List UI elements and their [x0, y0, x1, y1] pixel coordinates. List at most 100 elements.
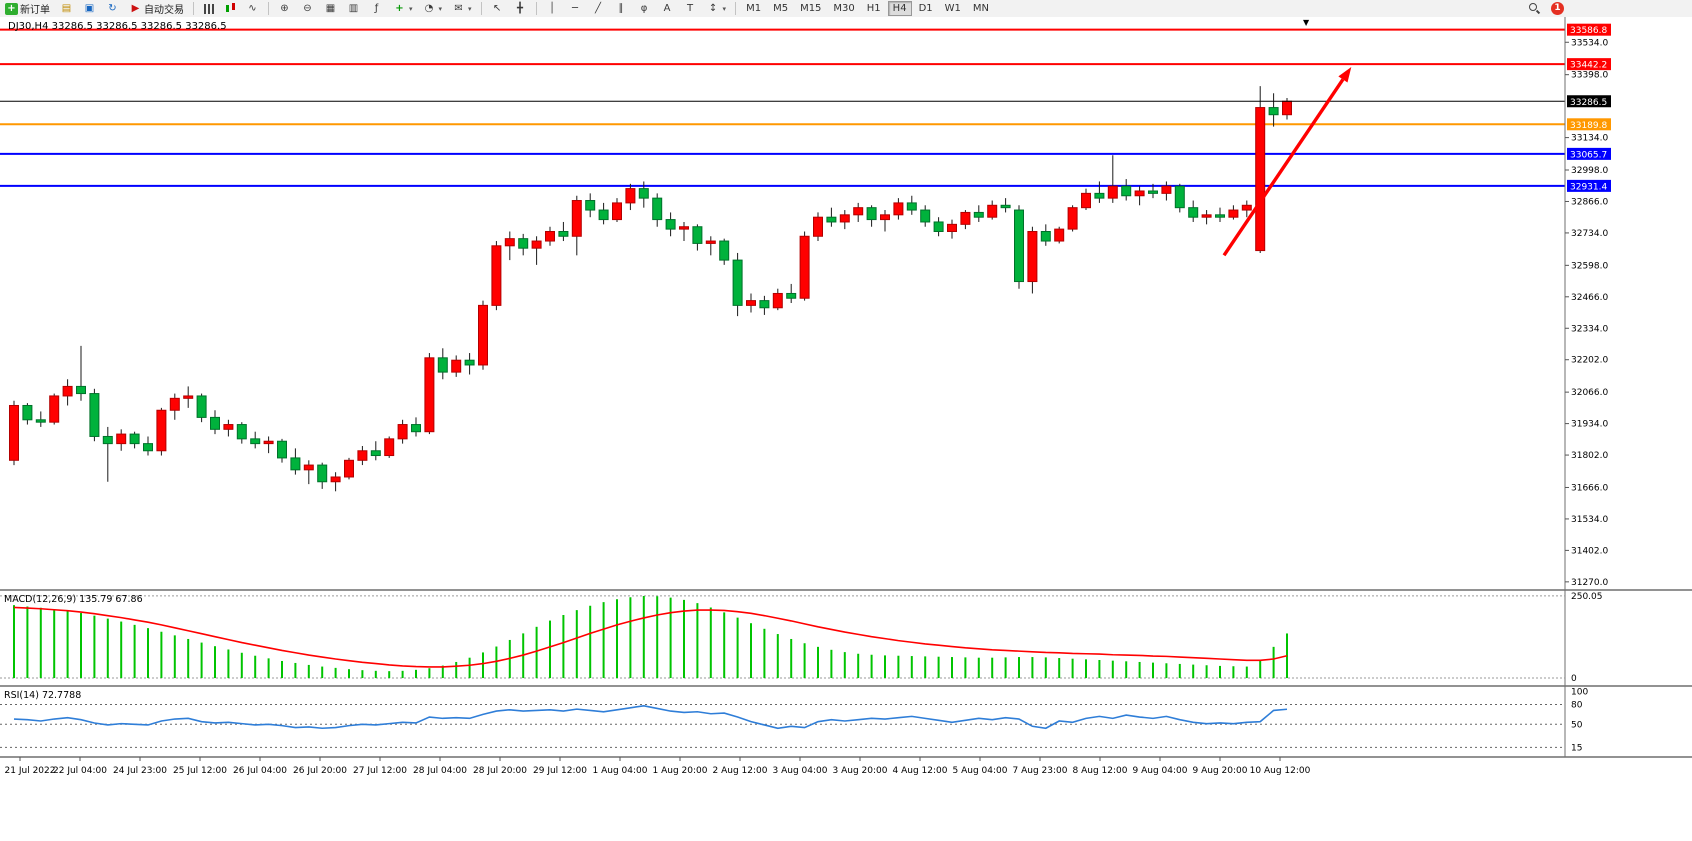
candle — [679, 226, 689, 230]
time-axis-label: 25 Jul 12:00 — [173, 766, 227, 776]
text-button[interactable]: A — [657, 1, 678, 16]
add-indicator-button[interactable]: + ▾ — [389, 1, 417, 16]
channel-button[interactable]: ∥ — [611, 1, 632, 16]
rsi-axis-label: 50 — [1571, 720, 1583, 730]
candle — [638, 188, 649, 199]
templates-button[interactable]: ✉ ▾ — [448, 1, 476, 16]
candle — [22, 404, 33, 421]
candle — [880, 214, 890, 221]
horizontal-line-button[interactable]: ─ — [565, 1, 586, 16]
candle — [1268, 107, 1279, 116]
refresh-button[interactable]: ↻ — [102, 1, 123, 16]
timeframe-D1[interactable]: D1 — [914, 1, 938, 16]
time-axis[interactable] — [0, 757, 1692, 841]
candle — [1094, 192, 1105, 199]
rsi-axis-label: 80 — [1571, 701, 1583, 711]
timeframe-M15[interactable]: M15 — [795, 1, 826, 16]
new-order-label: 新订单 — [20, 5, 50, 16]
tile-windows-button[interactable]: ▥ — [343, 1, 364, 16]
time-axis-label: 21 Jul 2022 — [5, 766, 56, 776]
grid-button[interactable]: ▦ — [320, 1, 341, 16]
chart-plot-area[interactable] — [0, 17, 1565, 757]
price-axis[interactable] — [1565, 17, 1692, 757]
timeframe-H1[interactable]: H1 — [862, 1, 886, 16]
notification-badge[interactable]: 1 — [1551, 2, 1564, 15]
chart-bars-button[interactable] — [199, 1, 219, 16]
candle — [545, 231, 555, 242]
candle — [478, 304, 488, 366]
timeframe-M5[interactable]: M5 — [768, 1, 793, 16]
time-axis-label: 9 Aug 20:00 — [1193, 766, 1248, 776]
arrows-icon: ↕ — [708, 3, 718, 14]
time-axis-label: 8 Aug 12:00 — [1073, 766, 1128, 776]
zoom-out-icon: ⊖ — [303, 3, 312, 14]
chart-line-button[interactable]: ∿ — [242, 1, 263, 16]
crosshair-icon: ╋ — [517, 3, 524, 14]
chart-candles-button[interactable] — [221, 1, 240, 16]
candle — [1282, 100, 1292, 116]
rsi-line — [13, 705, 1288, 730]
search-button[interactable] — [1523, 1, 1544, 16]
candle — [705, 240, 716, 244]
time-axis-label: 28 Jul 20:00 — [473, 766, 527, 776]
new-order-button[interactable]: + 新订单 — [1, 1, 54, 16]
vertical-line-button[interactable]: │ — [542, 1, 563, 16]
price-tag-label: 33189.8 — [1570, 121, 1607, 131]
time-axis-label: 1 Aug 20:00 — [653, 766, 708, 776]
price-tag — [1567, 23, 1611, 36]
candle — [571, 200, 582, 237]
price-axis-label: 32998.0 — [1571, 166, 1608, 176]
fibonacci-button[interactable]: φ — [634, 1, 655, 16]
candle — [719, 240, 730, 261]
chart-canvas[interactable]: 33534.0 33398.0 33134.0 32998.0 32866.0 32734… — [0, 17, 1692, 841]
price-tag-label: 33065.7 — [1570, 150, 1607, 160]
price-tag — [1567, 118, 1611, 131]
timeframe-M30[interactable]: M30 — [828, 1, 859, 16]
candle — [1107, 185, 1118, 199]
candle — [625, 188, 636, 204]
add-indicator-icon: + — [395, 3, 404, 14]
timeframe-W1[interactable]: W1 — [940, 1, 966, 16]
market-watch-button[interactable]: ▣ — [79, 1, 100, 16]
candle — [746, 300, 756, 306]
trend-arrow-head[interactable] — [1338, 67, 1352, 83]
text-icon: A — [663, 3, 671, 14]
candle — [893, 202, 904, 216]
price-axis-label: 33398.0 — [1571, 71, 1608, 81]
price-axis-label: 33134.0 — [1571, 134, 1608, 144]
trendline-button[interactable]: ╱ — [588, 1, 609, 16]
price-axis-label: 31666.0 — [1571, 483, 1608, 493]
candle — [357, 450, 368, 461]
text-label-button[interactable]: T — [680, 1, 701, 16]
toolbar: + 新订单 ▤ ▣ ↻ ▶ 自动交易 ∿ ⊕ ⊖ ▦ ▥ ƒ + ▾ ◔ ▾ ✉ ▾ — [0, 0, 1692, 18]
candle — [464, 359, 475, 366]
history-center-button[interactable]: ▤ — [56, 1, 77, 16]
candle — [1121, 185, 1132, 197]
candle — [236, 424, 247, 440]
zoom-out-button[interactable]: ⊖ — [297, 1, 318, 16]
cursor-button[interactable]: ↖ — [487, 1, 508, 16]
channel-icon: ∥ — [618, 3, 624, 14]
crosshair-button[interactable]: ╋ — [510, 1, 531, 16]
periods-button[interactable]: ◔ ▾ — [419, 1, 447, 16]
candle — [76, 385, 86, 395]
arrows-button[interactable]: ↕ ▾ — [703, 1, 731, 16]
candle — [531, 240, 542, 249]
candle — [437, 357, 448, 373]
history-icon: ▤ — [61, 3, 72, 14]
timeframe-M1[interactable]: M1 — [741, 1, 766, 16]
autotrading-button[interactable]: ▶ 自动交易 — [125, 1, 188, 16]
timeframe-MN[interactable]: MN — [968, 1, 994, 16]
candle — [370, 450, 381, 457]
candle — [1174, 185, 1185, 209]
candle — [558, 231, 569, 237]
trend-arrow-line[interactable] — [1222, 78, 1345, 257]
candle — [759, 300, 770, 309]
price-axis-label: 32334.0 — [1571, 324, 1608, 334]
timeframe-H4[interactable]: H4 — [887, 1, 912, 16]
macd-axis-label: 0 — [1571, 674, 1577, 684]
line-chart-icon: ∿ — [248, 3, 257, 14]
zoom-in-button[interactable]: ⊕ — [274, 1, 295, 16]
candle — [1014, 209, 1024, 283]
indicators-button[interactable]: ƒ — [366, 1, 387, 16]
